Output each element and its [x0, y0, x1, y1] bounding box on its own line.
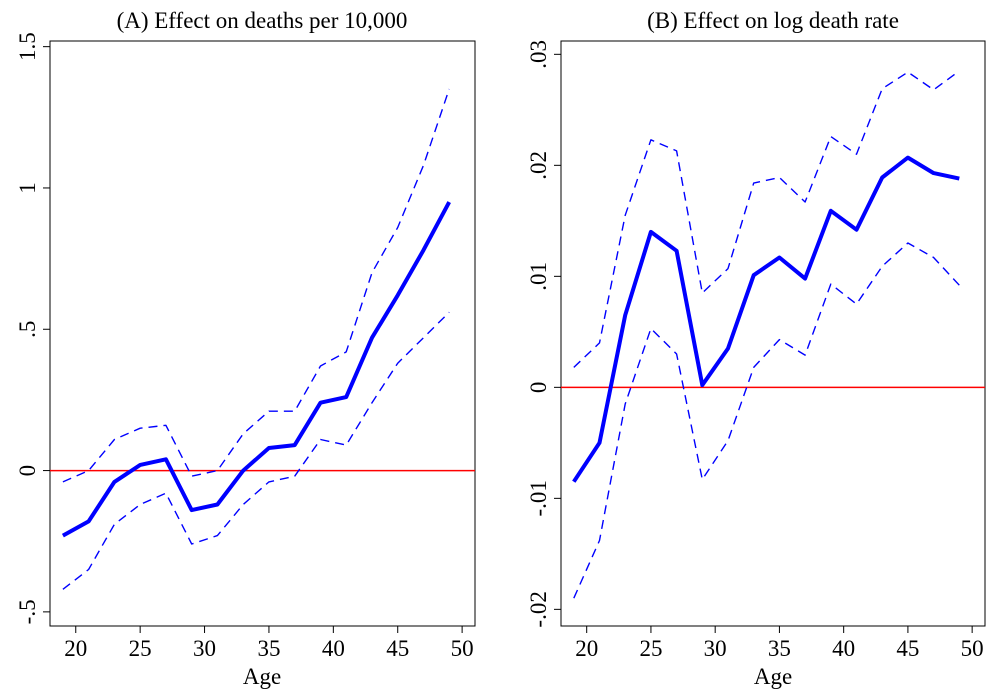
panel-a-x-tick-label: 50	[451, 636, 474, 661]
panel-b-x-tick-label: 20	[575, 636, 598, 661]
panel-a-upper-ci-line	[62, 88, 450, 483]
panel-b-title: (B) Effect on log death rate	[647, 8, 899, 33]
panel-a-x-tick-label: 25	[129, 636, 152, 661]
panel-a-x-axis-label: Age	[243, 664, 281, 689]
panel-a-x-tick-label: 45	[386, 636, 409, 661]
panel-b-y-tick-label: .02	[526, 151, 551, 180]
panel-a-y-tick-label: 0	[15, 465, 40, 477]
panel-b-x-tick-label: 50	[961, 636, 984, 661]
panel-b-y-tick-label: -.01	[526, 480, 551, 516]
panel-b-lower-ci-line	[573, 242, 960, 599]
panel-a-title: (A) Effect on deaths per 10,000	[117, 8, 408, 33]
panel-a-lower-ci-line	[62, 311, 450, 590]
panel-b-x-axis-label: Age	[754, 664, 792, 689]
panel-a-x-tick-label: 30	[193, 636, 216, 661]
panel-b-x-tick-label: 25	[639, 636, 662, 661]
panel-b-y-tick-label: -.02	[526, 591, 551, 627]
panel-b-estimate-line	[572, 155, 960, 483]
panel-b-plot-frame	[560, 40, 986, 627]
panel-b-y-tick-label: 0	[526, 382, 551, 394]
panel-a-x-tick-label: 20	[64, 636, 87, 661]
panel-a-estimate-line	[61, 201, 451, 538]
panel-b-y-tick-label: .01	[526, 262, 551, 291]
panel-b-upper-ci-line	[573, 70, 960, 368]
panel-a-y-tick-label: -.5	[15, 599, 40, 624]
panel-b: (B) Effect on log death rate 20 25 30 35 40 4…	[526, 8, 986, 689]
panel-a-x-tick-label: 35	[257, 636, 280, 661]
panel-a-marks: 20 25 30 35 40 45 50 -.5 0 .5 1 1.5	[15, 32, 475, 661]
panel-b-x-tick-label: 30	[704, 636, 727, 661]
panel-a-plot-frame	[49, 40, 476, 627]
panel-b-x-tick-label: 40	[832, 636, 855, 661]
panel-b-x-tick-label: 45	[896, 636, 919, 661]
panel-a: (A) Effect on deaths per 10,000 20 25 30 35…	[15, 8, 476, 689]
panel-a-x-tick-label: 40	[322, 636, 345, 661]
panel-a-y-tick-label: .5	[15, 321, 40, 338]
panel-a-y-tick-label: 1	[15, 182, 40, 194]
panel-a-y-tick-label: 1.5	[15, 32, 40, 61]
panel-b-marks: 20 25 30 35 40 45 50 -.02 -.01 0 .01 .02 .03	[526, 40, 985, 661]
panel-b-y-tick-label: .03	[526, 40, 551, 69]
panel-b-x-tick-label: 35	[768, 636, 791, 661]
